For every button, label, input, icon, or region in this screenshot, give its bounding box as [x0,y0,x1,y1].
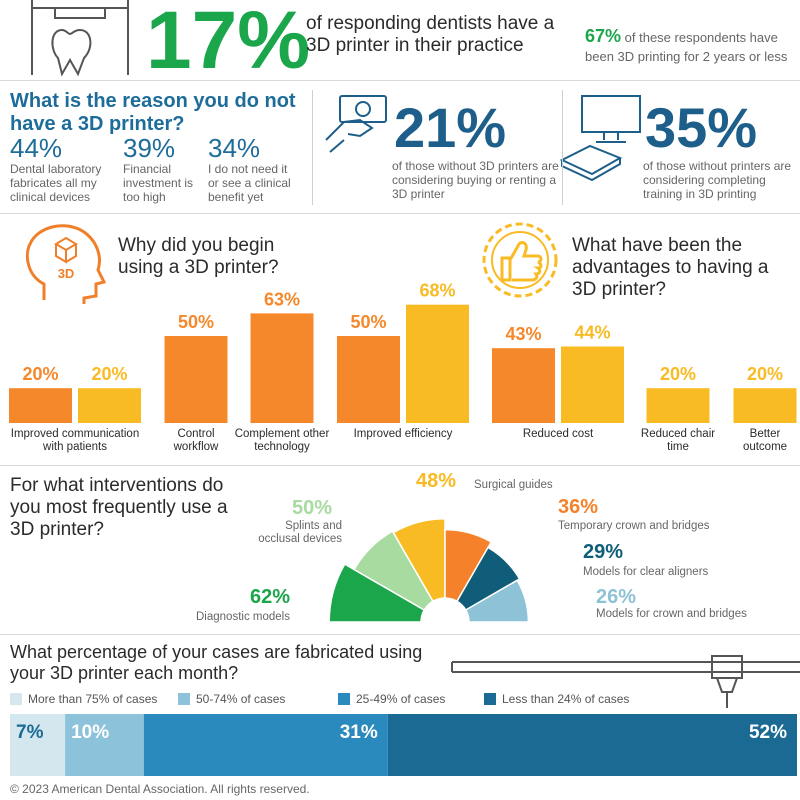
legend-label: 50-74% of cases [196,692,285,706]
category-label: Improved communication with patients [10,428,140,454]
legend-label: 25-49% of cases [356,692,445,706]
printer-icon [451,655,800,708]
value-label: 62% [250,586,291,608]
bar [337,336,400,423]
rose-wedge [444,528,493,603]
bar [646,388,710,423]
money-icon [325,95,387,153]
value-label: 20% [22,364,58,384]
headline-stat: 17% [146,0,311,86]
divider [0,80,800,81]
section-title: What is the reason you do not have a 3D … [10,90,296,135]
divider [0,465,800,466]
category-label: Control workflow [173,428,219,454]
reason-stat: 39% [123,133,176,163]
reason-stat: 34% [208,133,261,163]
value-label: 50% [292,497,333,519]
side-stat-text: of these respondents have been 3D printi… [585,30,788,65]
rose-wedge [328,563,426,623]
category-label: Better outcome [742,428,788,454]
stacked-segment [387,714,797,776]
chart-title: Why did you begin using a 3D printer? [118,235,279,278]
side-stat: 67% of these respondents have been 3D pr… [585,24,797,66]
legend-swatch [338,693,350,705]
category-label: Temporary crown and bridges [558,520,710,532]
bar [561,346,624,423]
value-label: 7% [16,722,44,743]
consider-stat: 21% [394,96,507,159]
legend-swatch [484,693,496,705]
chart-title: For what interventions do you most frequ… [10,475,228,540]
bar [406,304,469,423]
bar [164,336,228,423]
chart-title: What percentage of your cases are fabric… [10,642,423,683]
stacked-segment [65,714,144,776]
tooth-icon [31,0,129,77]
value-label: 20% [747,364,783,384]
value-label: 26% [596,586,637,608]
legend-swatch [178,693,190,705]
headline-text: of responding dentists have a 3D printer… [306,13,555,56]
value-label: 50% [178,312,214,332]
category-label: Complement other technology [234,428,330,454]
legend-label: More than 75% of cases [28,692,157,706]
value-label: 52% [749,722,787,743]
head-icon [25,224,107,304]
category-label: Reduced cost [522,428,594,440]
category-label: Models for clear aligners [583,566,709,578]
rose-wedge [392,518,446,603]
value-label: 50% [350,312,386,332]
value-label: 31% [340,722,378,743]
value-label: 29% [583,541,624,563]
value-label: 44% [574,322,610,342]
legend-label: Less than 24% of cases [502,692,629,706]
category-label: Improved efficiency [353,428,453,440]
category-label: Surgical guides [474,479,553,491]
rose-wedge [353,530,435,612]
side-stat-value: 67% [585,26,622,46]
value-label: 20% [91,364,127,384]
category-label: Splints and occlusal devices [258,520,342,546]
bar [250,313,314,423]
reason-text: Dental laboratory fabricates all my clin… [10,162,102,204]
consider-text: of those without 3D printers are conside… [392,159,559,201]
icon-label: 3D [58,266,75,281]
bar [78,388,141,423]
divider [562,90,563,205]
value-label: 48% [416,470,457,492]
reason-text: Financial investment is too high [123,162,194,204]
stacked-segment [143,714,388,776]
category-label: Reduced chair time [640,428,716,454]
stacked-segment [10,714,66,776]
chart-title: What have been the advantages to having … [572,235,769,300]
divider [312,90,313,205]
value-label: 68% [419,281,455,301]
consider-stat: 35% [645,96,758,159]
value-label: 36% [558,496,599,518]
computer-icon [559,95,641,182]
reason-text: I do not need it or see a clinical benef… [208,162,291,204]
divider [0,213,800,214]
rose-wedge [455,546,521,612]
thumb-icon [482,222,558,298]
consider-text: of those without printers are considerin… [643,159,792,201]
category-label: Models for crown and bridges [596,608,747,620]
rose-wedge [464,579,530,623]
reason-stat: 44% [10,133,63,163]
divider [0,634,800,635]
legend-swatch [10,693,22,705]
bar [733,388,797,423]
footer: © 2023 American Dental Association. All … [10,782,310,796]
value-label: 63% [264,289,300,309]
value-label: 20% [660,364,696,384]
bar [492,348,555,423]
bar [9,388,72,423]
category-label: Diagnostic models [196,611,290,623]
value-label: 10% [71,722,109,743]
value-label: 43% [505,324,541,344]
